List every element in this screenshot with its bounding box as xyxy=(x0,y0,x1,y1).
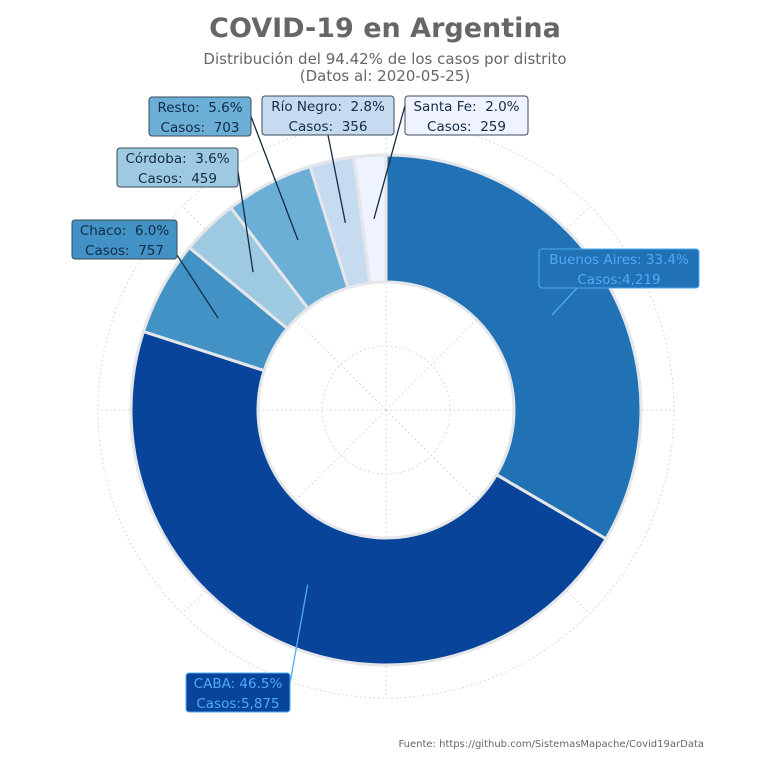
chart-subtitle: Distribución del 94.42% de los casos por… xyxy=(203,50,566,68)
leader-line-rio-negro xyxy=(327,134,346,223)
leader-line-chaco xyxy=(176,254,219,319)
slice-caba xyxy=(129,330,608,667)
label-pct-caba: CABA: 46.5% xyxy=(194,676,283,692)
label-box-buenos-aires xyxy=(538,248,700,289)
label-box-santa-fe xyxy=(404,95,529,136)
label-pct-rio-negro: Río Negro: 2.8% xyxy=(271,99,385,115)
leader-line-buenos-aires xyxy=(551,287,578,316)
label-pct-resto: Resto: 5.6% xyxy=(157,100,242,116)
label-cases-rio-negro: Casos: 356 xyxy=(289,119,368,135)
label-cases-santa-fe: Casos: 259 xyxy=(427,119,506,135)
label-pct-buenos-aires: Buenos Aires: 33.4% xyxy=(549,252,689,268)
chart-date: (Datos al: 2020-05-25) xyxy=(300,67,470,85)
leader-line-santa-fe xyxy=(373,105,406,220)
label-pct-cordoba: Córdoba: 3.6% xyxy=(125,151,229,167)
source-note: Fuente: https://github.com/SistemasMapac… xyxy=(398,739,704,750)
leader-line-resto xyxy=(250,116,299,241)
slice-buenos-aires xyxy=(384,153,643,541)
label-box-resto xyxy=(148,96,252,137)
label-box-rio-negro xyxy=(261,95,395,136)
label-box-caba xyxy=(185,672,291,713)
labels-group: Buenos Aires: 33.4% Casos:4,219 CABA: 46.5… xyxy=(71,95,700,713)
label-cases-resto: Casos: 703 xyxy=(161,120,240,136)
label-box-chaco xyxy=(71,219,178,260)
leader-line-caba xyxy=(289,584,309,684)
label-pct-santa-fe: Santa Fe: 2.0% xyxy=(413,99,519,115)
label-cases-buenos-aires: Casos:4,219 xyxy=(577,272,660,288)
slices-group xyxy=(129,153,643,667)
slice-santa-fe xyxy=(352,153,388,285)
label-cases-caba: Casos:5,875 xyxy=(196,696,279,712)
label-cases-cordoba: Casos: 459 xyxy=(138,171,217,187)
label-pct-chaco: Chaco: 6.0% xyxy=(80,223,170,239)
label-cases-chaco: Casos: 757 xyxy=(85,243,164,259)
leader-line-cordoba xyxy=(237,171,254,273)
label-box-cordoba xyxy=(116,147,239,188)
grid-circle xyxy=(97,121,675,699)
chart-title: COVID-19 en Argentina xyxy=(209,13,561,44)
